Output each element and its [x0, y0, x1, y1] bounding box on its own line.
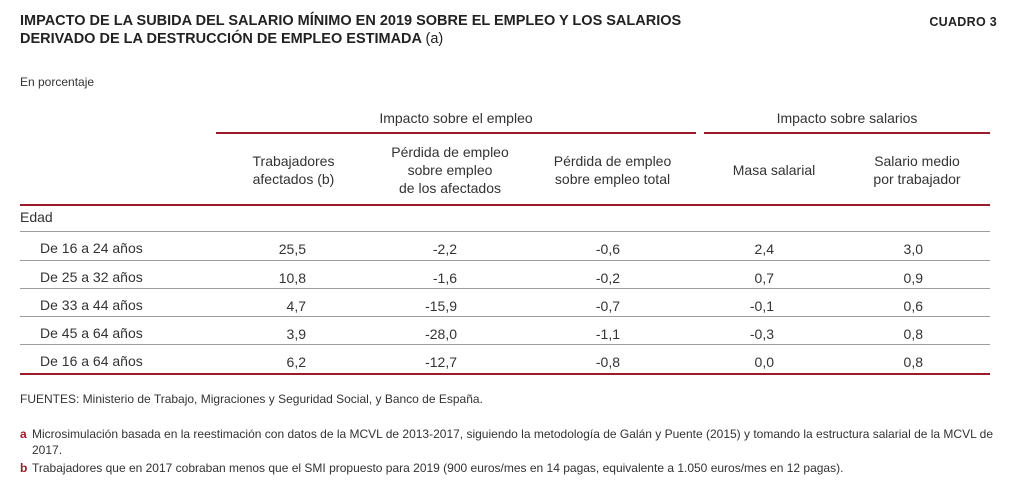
cell-wage-bill: -0,1	[749, 298, 774, 314]
column-header-line: Pérdida de empleo	[553, 153, 672, 169]
section-label-age: Edad	[20, 209, 53, 225]
column-header-job-loss-total: Pérdida de empleo sobre empleo total	[529, 138, 696, 202]
title-line-2: DERIVADO DE LA DESTRUCCIÓN DE EMPLEO EST…	[20, 30, 860, 48]
column-header-line: sobre empleo	[407, 162, 493, 178]
cell-avg-wage: 0,8	[903, 326, 923, 342]
footnote-marker: a	[20, 427, 27, 441]
sources-note: FUENTES: Ministerio de Trabajo, Migracio…	[20, 392, 483, 406]
row-divider	[20, 231, 990, 232]
cell-affected-workers: 6,2	[286, 354, 306, 370]
cell-job-loss-affected: -1,6	[432, 270, 457, 286]
cell-affected-workers: 3,9	[286, 326, 306, 342]
cell-affected-workers: 25,5	[278, 241, 306, 257]
box-label: CUADRO 3	[929, 15, 997, 29]
column-header-wage-bill: Masa salarial	[704, 138, 844, 202]
cell-avg-wage: 0,9	[903, 270, 923, 286]
table-row: De 33 a 44 años 4,7 -15,9 -0,7 -0,1 0,6	[0, 289, 1017, 317]
row-divider	[20, 316, 990, 317]
column-header-line: Salario medio	[874, 153, 960, 169]
table-row: De 16 a 64 años 6,2 -12,7 -0,8 0,0 0,8	[0, 345, 1017, 373]
column-header-job-loss-affected: Pérdida de empleo sobre empleo de los afec…	[371, 138, 529, 202]
cell-job-loss-affected: -15,9	[425, 298, 457, 314]
row-label: De 16 a 64 años	[40, 353, 143, 369]
group-rule-employment	[216, 132, 696, 134]
row-label: De 45 a 64 años	[40, 325, 143, 341]
cell-job-loss-total: -0,6	[595, 241, 620, 257]
group-header-wages: Impacto sobre salarios	[776, 110, 918, 126]
column-header-line: afectados (b)	[252, 171, 335, 187]
cell-wage-bill: 2,4	[754, 241, 774, 257]
column-header-line: de los afectados	[399, 180, 501, 196]
cell-job-loss-total: -0,7	[595, 298, 620, 314]
cell-affected-workers: 4,7	[286, 298, 306, 314]
column-header-line: por trabajador	[873, 171, 961, 187]
title-line-2-text: DERIVADO DE LA DESTRUCCIÓN DE EMPLEO EST…	[20, 31, 422, 47]
column-header-line: Pérdida de empleo	[391, 144, 509, 160]
cell-wage-bill: 0,7	[754, 270, 774, 286]
footnote-b: b Trabajadores que en 2017 cobraban meno…	[20, 460, 1000, 476]
unit-label: En porcentaje	[20, 75, 95, 89]
title-footnote-ref: (a)	[425, 31, 444, 47]
row-divider	[20, 260, 990, 261]
column-header-line: Trabajadores	[252, 153, 335, 169]
row-label: De 16 a 24 años	[40, 240, 143, 256]
row-label: De 25 a 32 años	[40, 269, 143, 285]
column-header-affected-workers: Trabajadores afectados (b)	[216, 138, 371, 202]
cell-wage-bill: -0,3	[749, 326, 774, 342]
cell-avg-wage: 0,8	[903, 354, 923, 370]
header-rule	[20, 204, 990, 206]
table-bottom-rule	[20, 373, 990, 375]
footnote-marker: b	[20, 461, 28, 475]
cell-job-loss-affected: -2,2	[432, 241, 457, 257]
row-divider	[20, 288, 990, 289]
cell-job-loss-affected: -28,0	[425, 326, 457, 342]
table-row: De 45 a 64 años 3,9 -28,0 -1,1 -0,3 0,8	[0, 317, 1017, 345]
column-header-avg-wage: Salario medio por trabajador	[844, 138, 990, 202]
group-rule-wages	[704, 132, 990, 134]
row-label: De 33 a 44 años	[40, 297, 143, 313]
cell-job-loss-affected: -12,7	[425, 354, 457, 370]
column-header-line: Masa salarial	[732, 162, 816, 178]
footnote-text: Trabajadores que en 2017 cobraban menos …	[32, 461, 844, 475]
cell-wage-bill: 0,0	[754, 354, 774, 370]
title-line-1: IMPACTO DE LA SUBIDA DEL SALARIO MÍNIMO …	[20, 13, 682, 29]
footnote-a: a Microsimulación basada en la reestimac…	[20, 426, 1000, 458]
column-header-line: sobre empleo total	[554, 171, 671, 187]
cell-avg-wage: 0,6	[903, 298, 923, 314]
cell-job-loss-total: -0,8	[595, 354, 620, 370]
cell-affected-workers: 10,8	[278, 270, 306, 286]
table-title: IMPACTO DE LA SUBIDA DEL SALARIO MÍNIMO …	[20, 12, 860, 48]
footnote-text: Microsimulación basada en la reestimació…	[32, 427, 994, 457]
row-divider	[20, 344, 990, 345]
cell-job-loss-total: -0,2	[595, 270, 620, 286]
group-header-employment: Impacto sobre el empleo	[379, 110, 533, 126]
table-row: De 16 a 24 años 25,5 -2,2 -0,6 2,4 3,0	[0, 232, 1017, 260]
cell-job-loss-total: -1,1	[595, 326, 620, 342]
cell-avg-wage: 3,0	[903, 241, 923, 257]
table-row: De 25 a 32 años 10,8 -1,6 -0,2 0,7 0,9	[0, 261, 1017, 289]
